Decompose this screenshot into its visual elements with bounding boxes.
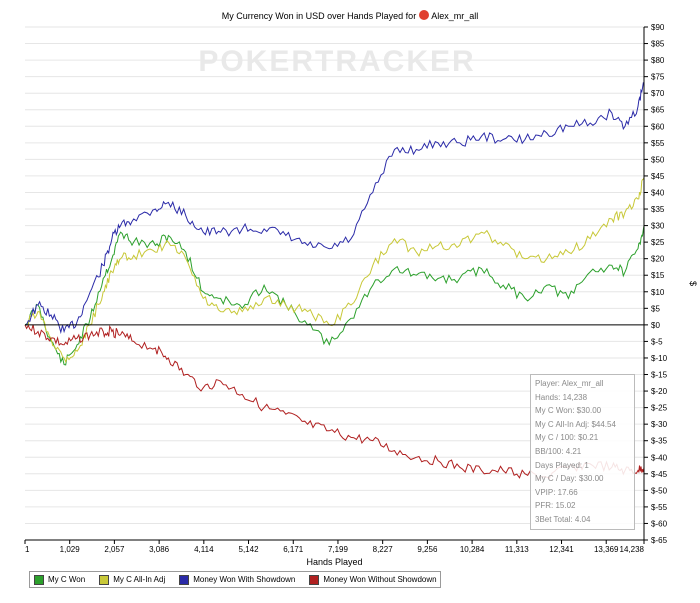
y-tick-label: $40 bbox=[651, 188, 665, 197]
stats-line: 3Bet Total: 4.04 bbox=[535, 514, 591, 524]
chart-title: My Currency Won in USD over Hands Played… bbox=[0, 10, 700, 21]
watermark: POKERTRACKER bbox=[198, 45, 475, 78]
y-axis-label: $ bbox=[688, 281, 698, 286]
x-tick-label: 11,313 bbox=[505, 545, 529, 554]
legend-swatch bbox=[309, 574, 320, 585]
x-tick-label: 1 bbox=[25, 545, 30, 554]
legend-label: Money Won With Showdown bbox=[193, 575, 296, 584]
y-tick-label: $60 bbox=[651, 122, 665, 131]
stats-line: BB/100: 4.21 bbox=[535, 446, 582, 456]
y-tick-label: $20 bbox=[651, 255, 665, 264]
stats-line: Days Played: 1 bbox=[535, 460, 589, 470]
y-tick-label: $50 bbox=[651, 155, 665, 164]
y-tick-label: $-5 bbox=[651, 337, 663, 346]
stats-box: Player: Alex_mr_all Hands: 14,238 My C Won… bbox=[530, 374, 635, 530]
series-line bbox=[24, 225, 645, 366]
y-tick-label: $-55 bbox=[651, 503, 668, 512]
y-tick-label: $65 bbox=[651, 106, 665, 115]
x-tick-label: 1,029 bbox=[60, 545, 81, 554]
stats-line: My C / Day: $30.00 bbox=[535, 474, 604, 484]
chart-title-text: My Currency Won in USD over Hands Played… bbox=[221, 11, 417, 21]
y-tick-label: $-10 bbox=[651, 354, 668, 363]
y-tick-label: $-25 bbox=[651, 404, 668, 413]
series-line bbox=[24, 82, 645, 335]
x-tick-label: 5,142 bbox=[239, 545, 260, 554]
y-tick-label: $75 bbox=[651, 73, 665, 82]
x-tick-label: 8,227 bbox=[373, 545, 394, 554]
legend-swatch bbox=[34, 574, 44, 585]
legend-item: Money Won With Showdown bbox=[179, 574, 296, 585]
y-tick-label: $-65 bbox=[651, 536, 668, 545]
x-tick-label: 3,086 bbox=[149, 545, 170, 554]
legend-item: My C Won bbox=[34, 574, 86, 585]
legend-label: Money Won Without Showdown bbox=[323, 575, 437, 584]
y-tick-label: $-20 bbox=[651, 387, 668, 396]
stats-line: VPIP: 17.66 bbox=[535, 487, 578, 497]
y-tick-label: $35 bbox=[651, 205, 665, 214]
x-tick-label: 12,341 bbox=[549, 545, 574, 554]
legend-label: My C All-In Adj bbox=[113, 575, 166, 584]
y-tick-labels: $90 $85 $80 $75 $70 $65 $60 $55 $50 $45 $40 $35 $30 $… bbox=[651, 23, 668, 545]
x-tick-label: 7,199 bbox=[328, 545, 349, 554]
series-line bbox=[24, 177, 645, 364]
y-tick-label: $85 bbox=[651, 40, 665, 49]
y-tick-label: $10 bbox=[651, 288, 665, 297]
y-tick-label: $55 bbox=[651, 139, 665, 148]
spade-icon bbox=[419, 10, 430, 20]
y-tick-label: $30 bbox=[651, 222, 665, 231]
chart-title-player: Alex_mr_all bbox=[431, 11, 479, 21]
x-tick-labels: 1 1,029 2,057 3,086 4,114 5,142 6,171 7,199 8,22… bbox=[25, 545, 645, 554]
y-tick-label: $-40 bbox=[651, 453, 668, 462]
y-tick-label: $-30 bbox=[651, 420, 668, 429]
stats-line: My C / 100: $0.21 bbox=[535, 433, 599, 443]
axes bbox=[24, 26, 648, 544]
y-tick-label: $-15 bbox=[651, 371, 668, 380]
legend-swatch bbox=[99, 574, 110, 585]
legend-label: My C Won bbox=[48, 575, 86, 584]
legend-swatch bbox=[179, 574, 190, 585]
legend: My C Won My C All-In Adj Money Won With Sh… bbox=[29, 571, 441, 588]
x-tick-label: 2,057 bbox=[104, 545, 125, 554]
legend-item: My C All-In Adj bbox=[99, 574, 166, 585]
stats-line: PFR: 15.02 bbox=[535, 501, 576, 511]
x-tick-label: 10,284 bbox=[460, 545, 485, 554]
x-tick-label: 9,256 bbox=[417, 545, 438, 554]
y-tick-label: $25 bbox=[651, 238, 665, 247]
y-tick-label: $15 bbox=[651, 271, 665, 280]
x-tick-label: 6,171 bbox=[283, 545, 304, 554]
y-tick-label: $-35 bbox=[651, 437, 668, 446]
y-tick-label: $5 bbox=[651, 304, 660, 313]
x-tick-label: 4,114 bbox=[194, 545, 214, 554]
stats-line: My C Won: $30.00 bbox=[535, 406, 602, 416]
x-tick-label: 14,238 bbox=[620, 545, 645, 554]
y-tick-label: $90 bbox=[651, 23, 665, 32]
watermark-text: POKERTRACKER bbox=[198, 45, 475, 78]
y-tick-label: $-60 bbox=[651, 519, 668, 528]
legend-item: Money Won Without Showdown bbox=[309, 574, 437, 585]
x-tick-label: 13,369 bbox=[594, 545, 619, 554]
x-axis-label: Hands Played bbox=[306, 557, 362, 567]
y-tick-label: $-50 bbox=[651, 486, 668, 495]
stats-line: Player: Alex_mr_all bbox=[535, 379, 604, 388]
y-tick-label: $70 bbox=[651, 89, 665, 98]
y-tick-label: $45 bbox=[651, 172, 665, 181]
stats-line: Hands: 14,238 bbox=[535, 392, 588, 402]
y-tick-label: $80 bbox=[651, 56, 665, 65]
y-tick-label: $-45 bbox=[651, 470, 668, 479]
stats-line: My C All-In Adj: $44.54 bbox=[535, 419, 616, 429]
axis-labels: Hands Played $ bbox=[306, 281, 698, 567]
y-tick-label: $0 bbox=[651, 321, 660, 330]
